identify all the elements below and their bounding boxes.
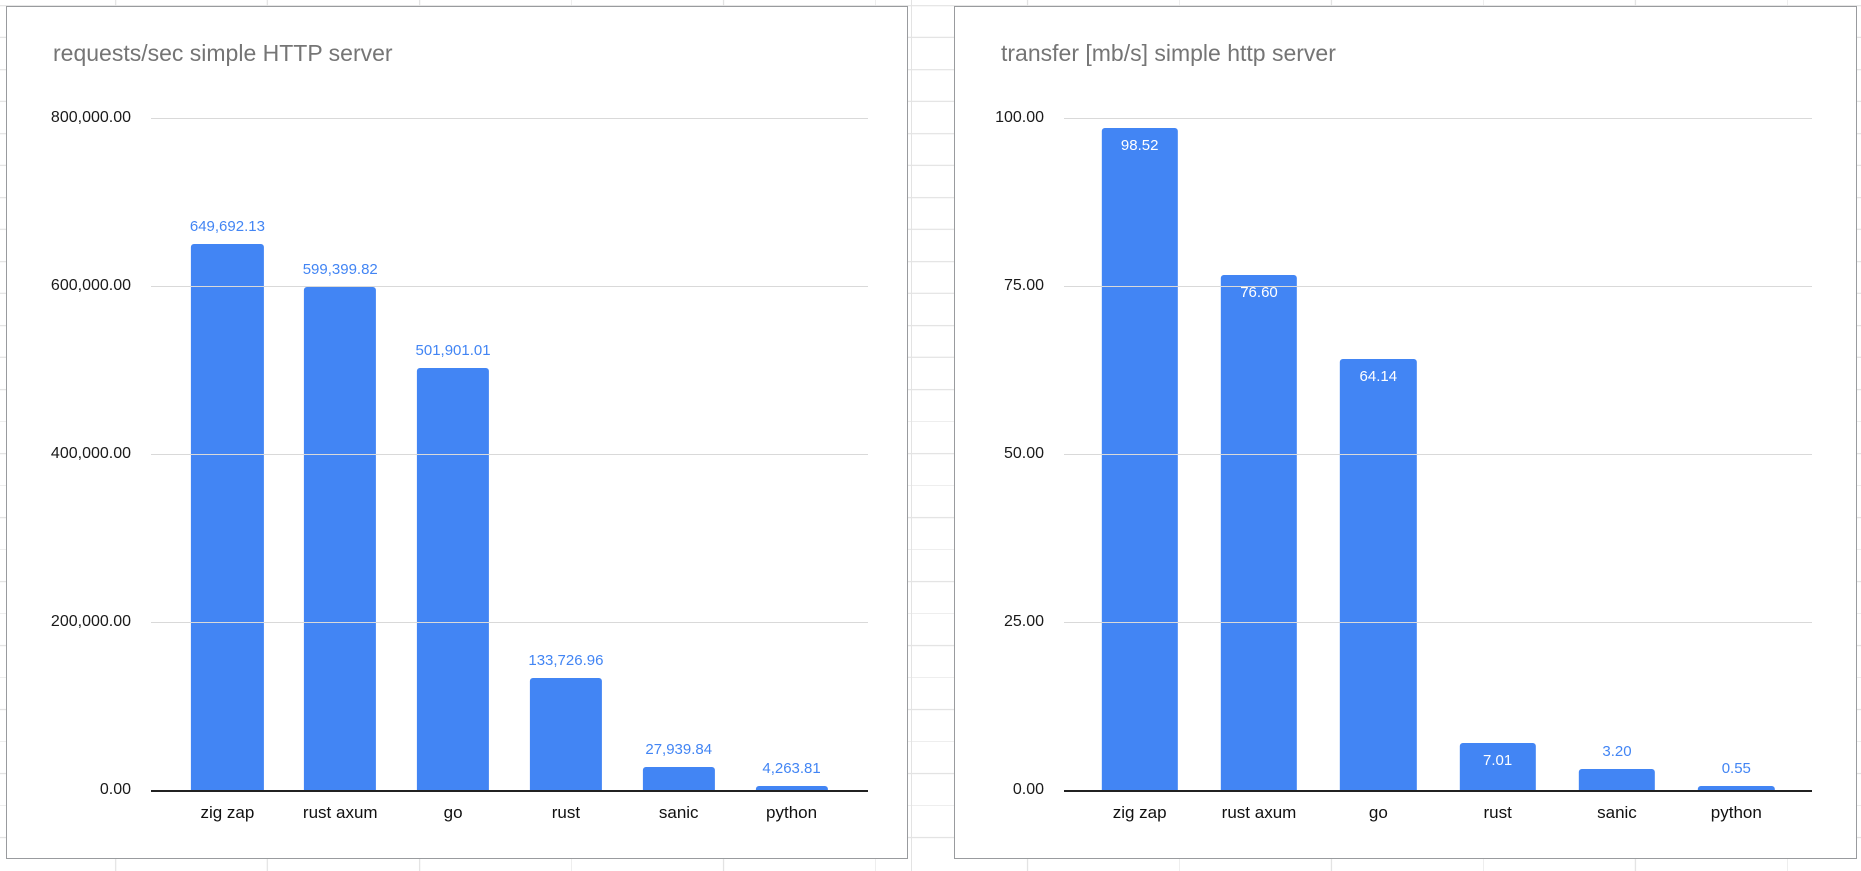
value-label: 4,263.81 (762, 760, 821, 778)
x-tick-label: sanic (1597, 803, 1637, 822)
y-tick-label: 200,000.00 (50, 613, 131, 630)
gridline (151, 118, 868, 119)
x-tick-label: rust axum (302, 803, 378, 822)
value-label: 3.20 (1602, 742, 1632, 760)
bar-slot: 133,726.96 (509, 118, 622, 790)
value-label: 501,901.01 (415, 342, 491, 360)
bar-slot: 599,399.82 (284, 118, 397, 790)
plot-area: 98.52 76.60 64.14 7.01 3.20 0.55 (1064, 118, 1812, 792)
x-tick-label: python (1710, 803, 1762, 822)
x-tick-label: zig zap (200, 803, 255, 822)
value-label: 27,939.84 (645, 740, 713, 758)
column-gridline (911, 0, 912, 871)
value-label: 64.14 (1359, 368, 1398, 385)
x-tick-label: zig zap (1112, 803, 1167, 822)
bar-python (755, 786, 828, 790)
y-axis: 0.00 25.00 50.00 75.00 100.00 (955, 109, 1054, 798)
bar-sanic (642, 766, 715, 790)
x-tick-label: python (766, 803, 818, 822)
y-tick-label: 100.00 (995, 109, 1044, 126)
gridline (151, 286, 868, 287)
bar-rust-axum (1220, 275, 1298, 790)
bar-slot: 0.55 (1677, 118, 1796, 790)
value-label: 98.52 (1120, 136, 1159, 154)
y-tick-label: 0.00 (99, 781, 131, 798)
value-label: 0.55 (1721, 760, 1751, 778)
bar-python (1698, 786, 1775, 790)
gridline (1064, 622, 1812, 623)
y-axis: 0.00 200,000.00 400,000.00 600,000.00 800,00… (7, 109, 141, 798)
bar-rust-axum (304, 286, 377, 790)
bar-zig-zap (191, 244, 264, 790)
bar-go (1340, 359, 1417, 790)
gridline (1064, 118, 1812, 119)
chart-panel-requests-per-sec[interactable]: requests/sec simple HTTP server 0.00 200,… (6, 6, 908, 859)
bar-slot: 501,901.01 (397, 118, 510, 790)
y-tick-label: 600,000.00 (50, 277, 131, 294)
gridline (151, 622, 868, 623)
chart-panel-transfer-mbps[interactable]: transfer [mb/s] simple http server 0.00 2… (954, 6, 1857, 859)
y-tick-label: 25.00 (1003, 613, 1044, 630)
bar-zig-zap (1101, 127, 1178, 790)
gridline (151, 454, 868, 455)
bar-slot: 4,263.81 (735, 118, 848, 790)
x-tick-label: rust (551, 803, 581, 822)
value-label: 76.60 (1240, 284, 1278, 302)
bar-sanic (1578, 768, 1656, 790)
chart-title: requests/sec simple HTTP server (53, 40, 393, 66)
value-label: 649,692.13 (189, 218, 265, 236)
gridline (1064, 454, 1812, 455)
gridline (1064, 286, 1812, 287)
y-tick-label: 50.00 (1003, 445, 1044, 462)
bar-slot: 7.01 (1438, 118, 1557, 790)
bar-slot: 649,692.13 (171, 118, 284, 790)
bar-slot: 64.14 (1319, 118, 1438, 790)
y-tick-label: 400,000.00 (50, 445, 131, 462)
x-tick-label: rust axum (1221, 803, 1297, 822)
x-axis: zig zap rust axum go rust sanic python (151, 802, 868, 823)
y-tick-label: 75.00 (1003, 277, 1044, 294)
x-tick-label: go (443, 803, 463, 822)
x-tick-label: go (1368, 803, 1388, 822)
bar-rust (529, 677, 602, 790)
x-tick-label: rust (1483, 803, 1512, 822)
value-label: 599,399.82 (302, 260, 378, 278)
y-tick-label: 0.00 (1012, 781, 1044, 798)
y-tick-label: 800,000.00 (50, 109, 131, 126)
bar-series: 98.52 76.60 64.14 7.01 3.20 0.55 (1064, 118, 1812, 790)
bar-series: 649,692.13 599,399.82 501,901.01 133,726.96… (151, 118, 868, 790)
x-tick-label: sanic (658, 803, 699, 822)
value-label: 133,726.96 (528, 651, 604, 669)
value-label: 7.01 (1483, 751, 1513, 769)
bar-slot: 3.20 (1557, 118, 1676, 790)
bar-rust (1459, 742, 1536, 790)
bar-slot: 98.52 (1080, 118, 1199, 790)
bar-slot: 27,939.84 (622, 118, 735, 790)
bar-slot: 76.60 (1199, 118, 1318, 790)
chart-title: transfer [mb/s] simple http server (1001, 40, 1336, 66)
x-axis: zig zap rust axum go rust sanic python (1064, 802, 1812, 823)
bar-go (416, 368, 490, 790)
plot-area: 649,692.13 599,399.82 501,901.01 133,726.96… (151, 118, 868, 792)
